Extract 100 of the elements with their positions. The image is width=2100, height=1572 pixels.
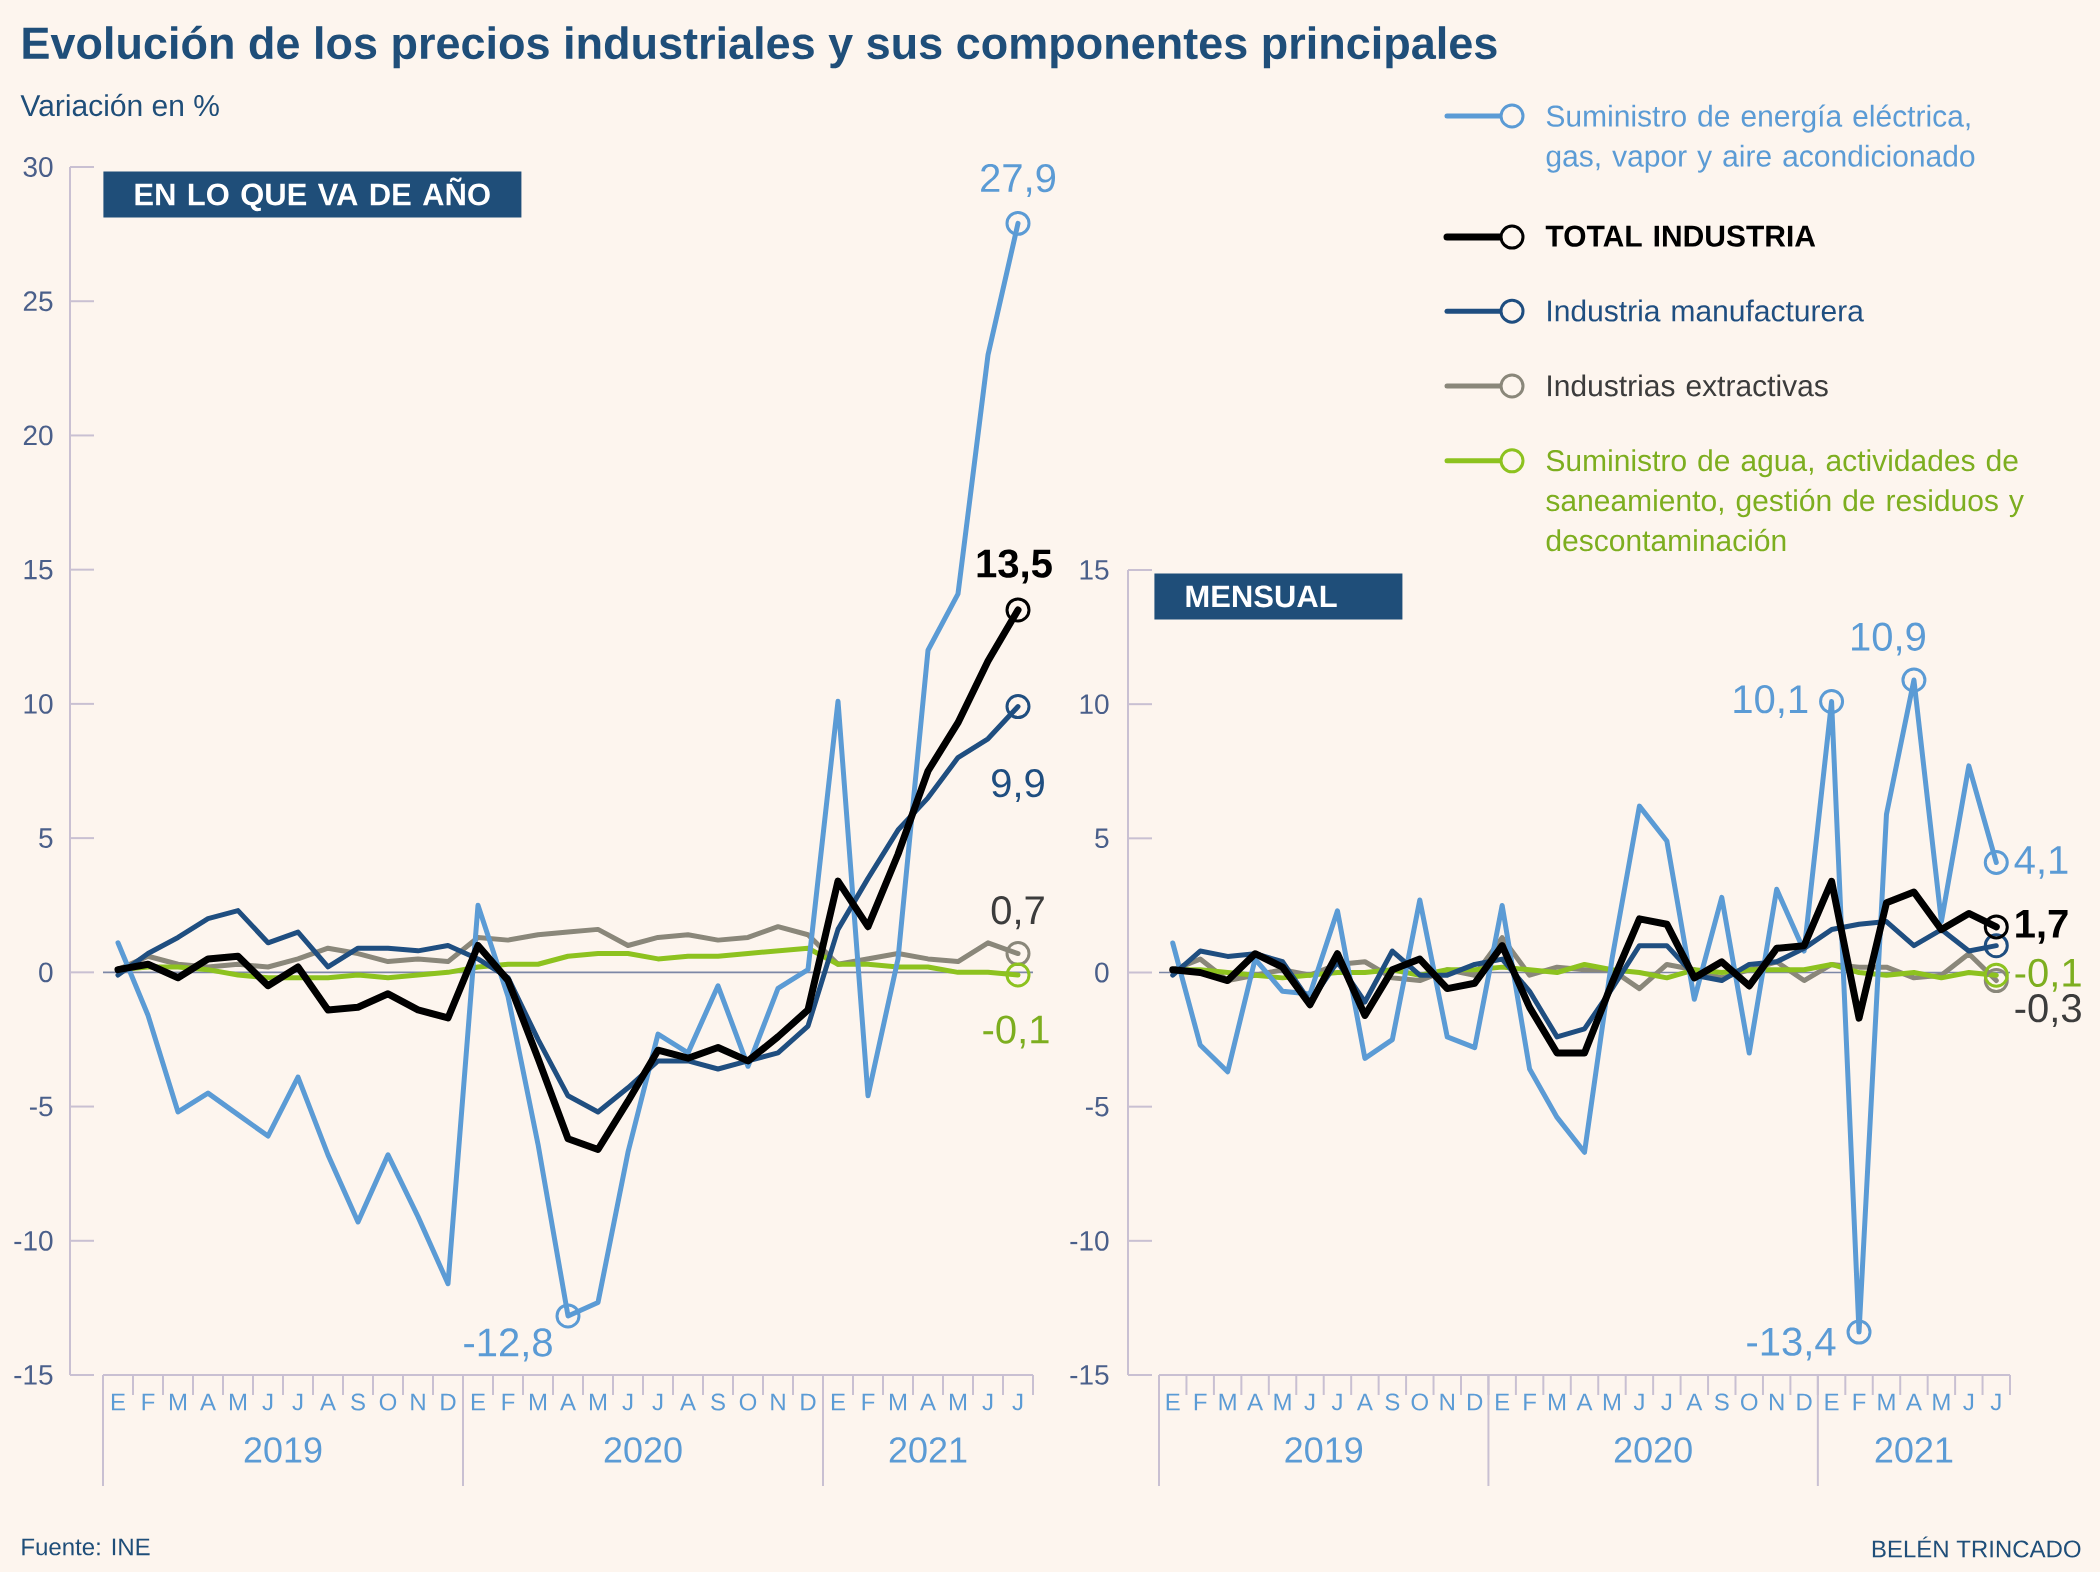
x-tick-label: M [589,1393,607,1411]
y-tick-label: 10 [24,693,53,714]
x-tick-label: S [351,1393,365,1411]
source-note: Fuente: INE [22,1538,150,1556]
x-tick-label: N [1440,1393,1454,1411]
data-label: 9,9 [992,768,1044,803]
point [1983,962,2009,988]
x-tick-label: O [379,1393,397,1411]
x-tick-label: A [680,1393,696,1411]
x-tick-label: M [1549,1393,1566,1411]
x-tick-label: E [1166,1393,1180,1411]
x-tick-label: F [142,1393,155,1411]
x-tick-label: M [1603,1393,1620,1411]
point [1005,941,1031,967]
point [1005,962,1031,988]
y-tick-label: -15 [14,1365,53,1385]
x-tick-label: F [502,1393,515,1411]
x-tick-label: M [889,1393,907,1411]
chart-subtitle: MENSUAL [1186,585,1337,608]
x-tick-label: N [1769,1393,1784,1411]
text: 2021 [889,1437,967,1463]
x-tick-label: M [169,1393,187,1411]
y-tick-label: 5 [39,828,53,848]
x-tick-label: J [1633,1393,1644,1411]
y-tick-label: 10 [1080,694,1109,715]
y-tick-label: 25 [23,291,53,312]
x-tick-label: M [1274,1393,1291,1411]
legend-label: Suministro de energía eléctrica, gas, vapor y aire acondicionado [1546,104,1975,173]
x-tick-label: M [1219,1393,1236,1411]
x-tick-label: M [949,1393,967,1411]
y-tick-label: 0 [1095,962,1109,983]
x-tick-label: A [1247,1393,1264,1411]
x-tick-label: J [292,1393,303,1411]
x-tick-label: E [831,1393,845,1411]
point [1819,688,1845,714]
x-tick-label: E [111,1393,125,1411]
x-tick-label: D [1797,1393,1812,1411]
x-tick-label: J [1331,1393,1342,1411]
x-tick-label: F [1524,1393,1536,1411]
x-tick-label: A [560,1393,576,1411]
x-tick-label: D [801,1393,816,1411]
legend-label: Suministro de agua, actividades de saneamiento, gestión de residuos y descontaminación [1546,449,2024,552]
x-tick-label: J [1661,1393,1672,1411]
x-tick-label: F [1194,1393,1207,1411]
text: BELÉN TRINCADO [1872,1536,2081,1558]
legend-label: Industrias extractivas [1548,374,1828,397]
x-tick-label: E [1496,1393,1510,1411]
x-tick-label: J [1012,1393,1023,1411]
data-label: 10,9 [1852,622,1925,656]
x-tick-label: J [1304,1393,1315,1411]
x-tick-label: M [529,1393,547,1411]
x-tick-label: J [1963,1393,1974,1411]
x-tick-label: E [471,1393,485,1411]
x-tick-label: S [711,1393,725,1411]
x-tick-label: S [1714,1393,1729,1411]
x-tick-label: A [200,1393,216,1411]
data-label: 27,9 [981,163,1056,197]
legend-label: TOTAL INDUSTRIA [1545,225,1816,247]
x-tick-label: N [411,1393,425,1411]
text: 2019 [244,1437,322,1463]
x-tick-label: O [1741,1393,1758,1411]
x-tick-label: A [1356,1393,1373,1411]
x-tick-label: M [1878,1393,1895,1411]
x-tick-label: E [1825,1393,1839,1411]
x-tick-label: J [1990,1393,2001,1411]
x-tick-label: A [1905,1393,1922,1411]
x-tick-label: S [1385,1393,1400,1411]
y-tick-label: 0 [39,962,53,983]
data-label: -12,8 [464,1328,552,1362]
chart-subtitle: EN LO QUE VA DE AÑO [135,177,490,212]
point [1983,849,2009,875]
x-tick-label: J [652,1393,663,1411]
x-tick-label: D [1468,1393,1483,1411]
x-tick-label: A [320,1393,336,1411]
text: 2020 [1614,1437,1692,1463]
y-tick-label: -5 [29,1096,53,1117]
data-label: 1,7 [2016,910,2068,944]
y-tick-label: -10 [14,1230,53,1251]
point [1901,667,1927,693]
x-tick-label: M [229,1393,247,1411]
y-tick-label: 20 [23,425,53,446]
point [1005,694,1031,720]
x-tick-label: F [1853,1393,1866,1411]
y-tick-label: 30 [23,157,53,177]
x-tick-label: J [982,1393,993,1411]
chart-title: Evolución de los precios industriales y sus componentes principales [23,25,1497,69]
text: 2020 [604,1437,682,1463]
x-tick-label: A [920,1393,936,1411]
x-tick-label: J [622,1393,633,1411]
y-tick-label: 15 [24,559,53,580]
x-tick-label: M [1933,1393,1950,1411]
x-tick-label: J [262,1393,273,1411]
data-label: 0,7 [991,896,1044,930]
y-tick-label: 5 [1095,828,1109,849]
data-label: -13,4 [1747,1327,1836,1361]
point [1005,597,1031,623]
point [1983,914,2009,940]
x-tick-label: O [1411,1393,1428,1411]
y-axis-title: Variación en % [20,93,219,117]
data-label: 10,1 [1734,684,1808,718]
